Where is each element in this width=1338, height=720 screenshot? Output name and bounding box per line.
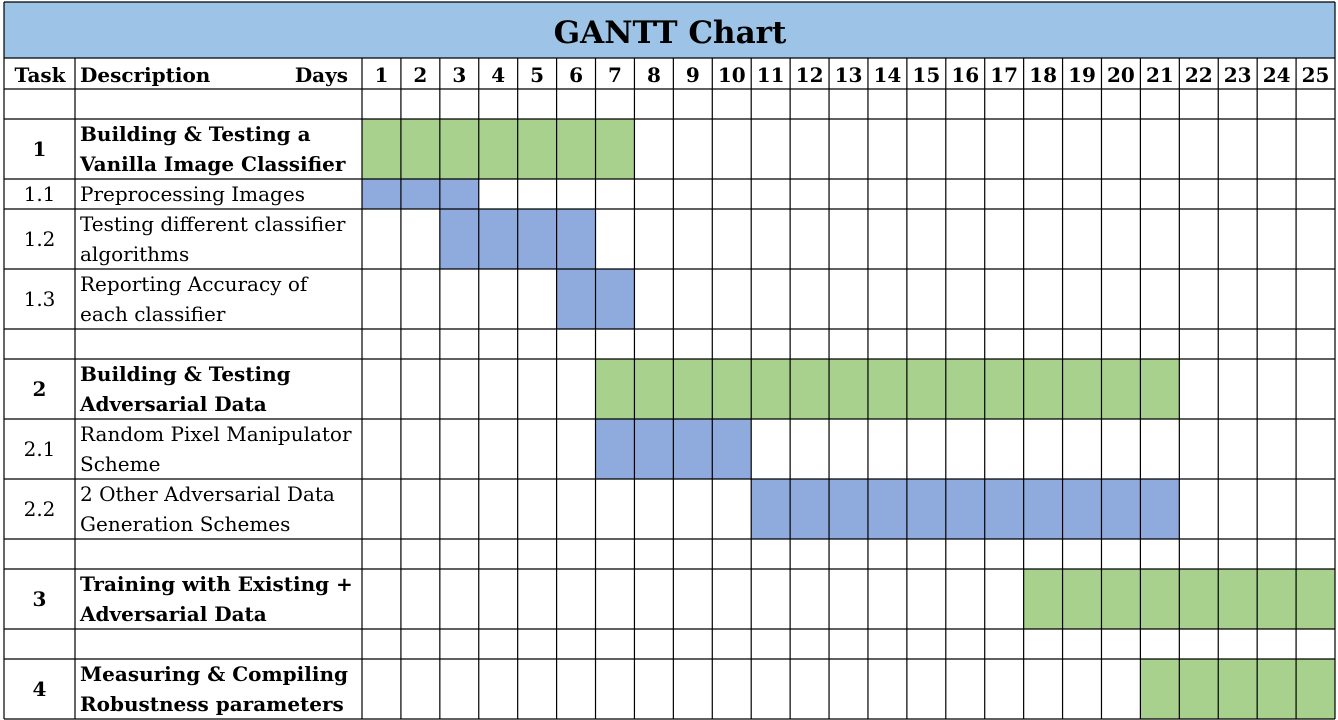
day-label-11: 11 bbox=[757, 63, 785, 87]
task-bar-1 bbox=[362, 119, 635, 179]
task-bar-1-1 bbox=[362, 179, 479, 209]
grid-layer bbox=[3, 1, 1336, 720]
task-description-line: Preprocessing Images bbox=[80, 182, 305, 206]
bars-layer bbox=[362, 119, 1335, 719]
day-label-5: 5 bbox=[530, 63, 544, 87]
task-id-2-1: 2.1 bbox=[24, 437, 56, 461]
day-label-7: 7 bbox=[608, 63, 622, 87]
title-band bbox=[4, 2, 1335, 58]
task-description-line: Scheme bbox=[80, 452, 160, 476]
task-id-1-2: 1.2 bbox=[24, 227, 56, 251]
day-label-10: 10 bbox=[718, 63, 746, 87]
task-description-line: Building & Testing a bbox=[80, 122, 311, 146]
day-label-24: 24 bbox=[1263, 63, 1291, 87]
header-task: Task bbox=[14, 63, 66, 87]
day-label-20: 20 bbox=[1107, 63, 1135, 87]
day-label-22: 22 bbox=[1185, 63, 1213, 87]
day-label-4: 4 bbox=[491, 63, 505, 87]
task-bar-2 bbox=[595, 359, 1180, 419]
day-label-1: 1 bbox=[374, 63, 388, 87]
title-band-layer bbox=[4, 2, 1335, 58]
task-description-line: Adversarial Data bbox=[79, 602, 267, 626]
day-label-8: 8 bbox=[647, 63, 661, 87]
task-description-line: algorithms bbox=[80, 242, 189, 266]
task-id-2: 2 bbox=[33, 377, 47, 401]
task-bar-2-2 bbox=[751, 479, 1180, 539]
day-label-23: 23 bbox=[1224, 63, 1252, 87]
day-label-21: 21 bbox=[1146, 63, 1174, 87]
task-description-line: Building & Testing bbox=[80, 362, 291, 386]
task-description-line: each classifier bbox=[80, 302, 226, 326]
task-id-4: 4 bbox=[33, 677, 47, 701]
day-label-15: 15 bbox=[912, 63, 940, 87]
day-label-19: 19 bbox=[1068, 63, 1096, 87]
day-label-2: 2 bbox=[413, 63, 427, 87]
task-description-line: Generation Schemes bbox=[80, 512, 290, 536]
day-label-16: 16 bbox=[951, 63, 979, 87]
day-label-17: 17 bbox=[990, 63, 1018, 87]
day-label-25: 25 bbox=[1302, 63, 1330, 87]
header-description: Description bbox=[80, 63, 211, 87]
task-id-1-1: 1.1 bbox=[24, 182, 56, 206]
task-id-1-3: 1.3 bbox=[24, 287, 56, 311]
day-label-13: 13 bbox=[835, 63, 863, 87]
task-description-line: Vanilla Image Classifier bbox=[79, 152, 346, 176]
task-description-line: Testing different classifier bbox=[80, 212, 346, 236]
task-id-2-2: 2.2 bbox=[24, 497, 56, 521]
day-label-9: 9 bbox=[686, 63, 700, 87]
task-description-line: Reporting Accuracy of bbox=[80, 272, 309, 296]
task-id-3: 3 bbox=[33, 587, 47, 611]
day-label-14: 14 bbox=[873, 63, 901, 87]
day-label-3: 3 bbox=[452, 63, 466, 87]
task-id-1: 1 bbox=[33, 137, 47, 161]
task-description-line: Measuring & Compiling bbox=[80, 662, 348, 686]
task-bar-4 bbox=[1140, 659, 1335, 719]
task-description-line: 2 Other Adversarial Data bbox=[80, 482, 335, 506]
task-description-line: Adversarial Data bbox=[79, 392, 267, 416]
day-label-18: 18 bbox=[1029, 63, 1057, 87]
task-description-line: Robustness parameters bbox=[80, 692, 344, 716]
day-label-12: 12 bbox=[796, 63, 824, 87]
task-description-line: Random Pixel Manipulator bbox=[80, 422, 352, 446]
day-label-6: 6 bbox=[569, 63, 583, 87]
header-days: Days bbox=[295, 63, 348, 87]
task-description-line: Training with Existing + bbox=[80, 572, 353, 596]
chart-title: GANTT Chart bbox=[554, 15, 787, 51]
